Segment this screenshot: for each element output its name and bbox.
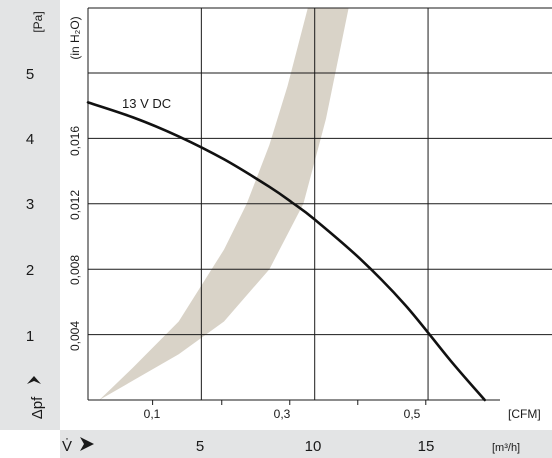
x-tick-label-cfm-01: 0,1 <box>144 407 161 421</box>
grid-lines <box>88 8 552 400</box>
left-axis-panel <box>0 0 60 430</box>
y-axis-arrow-icon <box>27 376 41 384</box>
operating-point-band <box>99 7 349 400</box>
bottom-axis-panel <box>60 430 552 458</box>
y-tick-label-pa-1: 1 <box>26 328 34 345</box>
x-axis-unit-cfm: [CFM] <box>508 407 541 421</box>
y-tick-label-inh2o-0016: 0,016 <box>68 126 82 156</box>
x-axis-arrow-icon <box>80 437 94 451</box>
y-tick-label-inh2o-0012: 0,012 <box>68 190 82 220</box>
y-tick-label-pa-4: 4 <box>26 131 34 148</box>
x-axis-unit-m3h: [m³/h] <box>492 442 520 454</box>
y-axis-unit-inh2o: (in H₂O) <box>68 16 82 59</box>
series-line-13v-dc <box>86 101 486 402</box>
x-tick-label-cfm-05: 0,5 <box>404 407 421 421</box>
cfm-minor-ticks <box>152 400 427 405</box>
series-label-13v-dc: 13 V DC <box>122 96 171 111</box>
y-tick-label-pa-5: 5 <box>26 66 34 83</box>
x-axis-symbol-v: V̇ <box>62 438 72 455</box>
y-axis-unit-pa: [Pa] <box>31 11 45 32</box>
x-tick-label-m3h-15: 15 <box>418 438 435 455</box>
plot-area <box>86 7 552 402</box>
y-axis-symbol-dp: Δpf <box>29 396 46 419</box>
x-tick-label-cfm-03: 0,3 <box>274 407 291 421</box>
y-tick-label-pa-3: 3 <box>26 196 34 213</box>
x-tick-label-m3h-5: 5 <box>196 438 204 455</box>
y-tick-label-pa-2: 2 <box>26 262 34 279</box>
y-tick-label-inh2o-0008: 0,008 <box>68 255 82 285</box>
y-tick-label-inh2o-0004: 0,004 <box>68 321 82 351</box>
x-tick-label-m3h-10: 10 <box>305 438 322 455</box>
